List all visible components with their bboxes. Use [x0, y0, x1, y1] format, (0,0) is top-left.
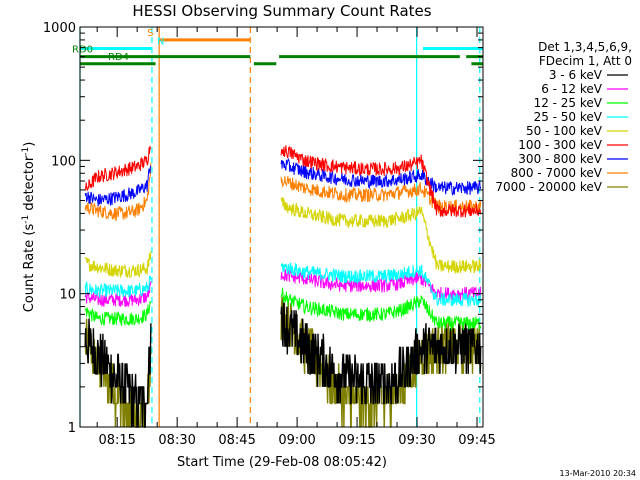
legend-entry-label: 3 - 6 keV	[549, 68, 603, 82]
legend-entry-label: 7000 - 20000 keV	[495, 180, 602, 194]
x-tick-label: 08:30	[158, 433, 195, 448]
plot-area: SN RD0 RD4	[72, 27, 483, 428]
plot-frame	[79, 26, 484, 428]
series-line	[84, 165, 151, 207]
y-tick-label: 1	[68, 421, 76, 436]
series-line	[84, 145, 152, 192]
series-line	[84, 300, 152, 327]
legend-header: Det 1,3,4,5,6,9,	[538, 40, 632, 54]
series-line	[280, 261, 482, 307]
series-line	[84, 275, 152, 298]
series-lines	[84, 145, 482, 428]
y-tick-label: 10	[59, 288, 76, 303]
x-tick-label: 09:15	[338, 433, 375, 448]
x-tick-label: 08:15	[98, 433, 135, 448]
status-bar-label: RD0	[72, 45, 93, 56]
x-tick-label: 09:00	[278, 433, 315, 448]
series-line	[280, 287, 482, 331]
series-line	[280, 299, 482, 405]
status-bar-label: RD4	[108, 52, 129, 63]
legend-entry-label: 800 - 7000 keV	[511, 166, 603, 180]
status-bars: SN RD0 RD4	[72, 28, 483, 66]
axis-ticks: 08:15 08:30 08:45 09:00 09:15 09:30 09:45 1 10 10…	[43, 21, 496, 448]
x-tick-label: 08:45	[218, 433, 255, 448]
legend: Det 1,3,4,5,6,9,FDecim 1, Att 03 - 6 keV…	[495, 40, 632, 194]
series-line	[84, 162, 152, 222]
chart-title: HESSI Observing Summary Count Rates	[132, 2, 431, 20]
legend-entry-label: 12 - 25 keV	[534, 96, 603, 110]
y-tick-label: 1000	[43, 21, 76, 36]
x-axis-label: Start Time (29-Feb-08 08:05:42)	[177, 455, 387, 470]
legend-entry-label: 6 - 12 keV	[541, 82, 603, 96]
status-bar-label: S	[147, 28, 153, 39]
date-stamp: 13-Mar-2010 20:34	[560, 469, 637, 478]
legend-entry-label: 300 - 800 keV	[518, 152, 602, 166]
legend-entry-label: 50 - 100 keV	[526, 124, 603, 138]
legend-entry-label: 100 - 300 keV	[518, 138, 602, 152]
x-tick-label: 09:30	[398, 433, 435, 448]
status-bar-label: N	[157, 36, 164, 47]
series-line	[280, 197, 482, 275]
y-tick-label: 100	[51, 154, 76, 169]
x-tick-label: 09:45	[458, 433, 495, 448]
series-line	[280, 157, 482, 196]
y-axis-label: Count Rate (s-1 detector-1)	[21, 142, 37, 313]
legend-entry-label: 25 - 50 keV	[534, 110, 603, 124]
series-line	[84, 318, 152, 428]
series-line	[280, 145, 482, 218]
legend-header: FDecim 1, Att 0	[539, 54, 632, 68]
series-line	[84, 281, 152, 308]
series-line	[84, 250, 152, 279]
